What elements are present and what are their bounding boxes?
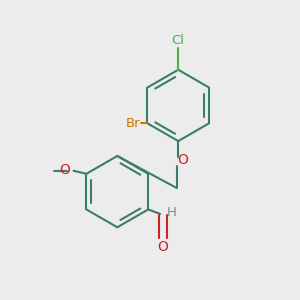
Text: O: O bbox=[158, 240, 169, 254]
Text: Br: Br bbox=[126, 117, 140, 130]
Text: H: H bbox=[167, 206, 177, 219]
Text: Cl: Cl bbox=[172, 34, 185, 47]
Text: O: O bbox=[59, 163, 70, 177]
Text: O: O bbox=[177, 153, 188, 167]
